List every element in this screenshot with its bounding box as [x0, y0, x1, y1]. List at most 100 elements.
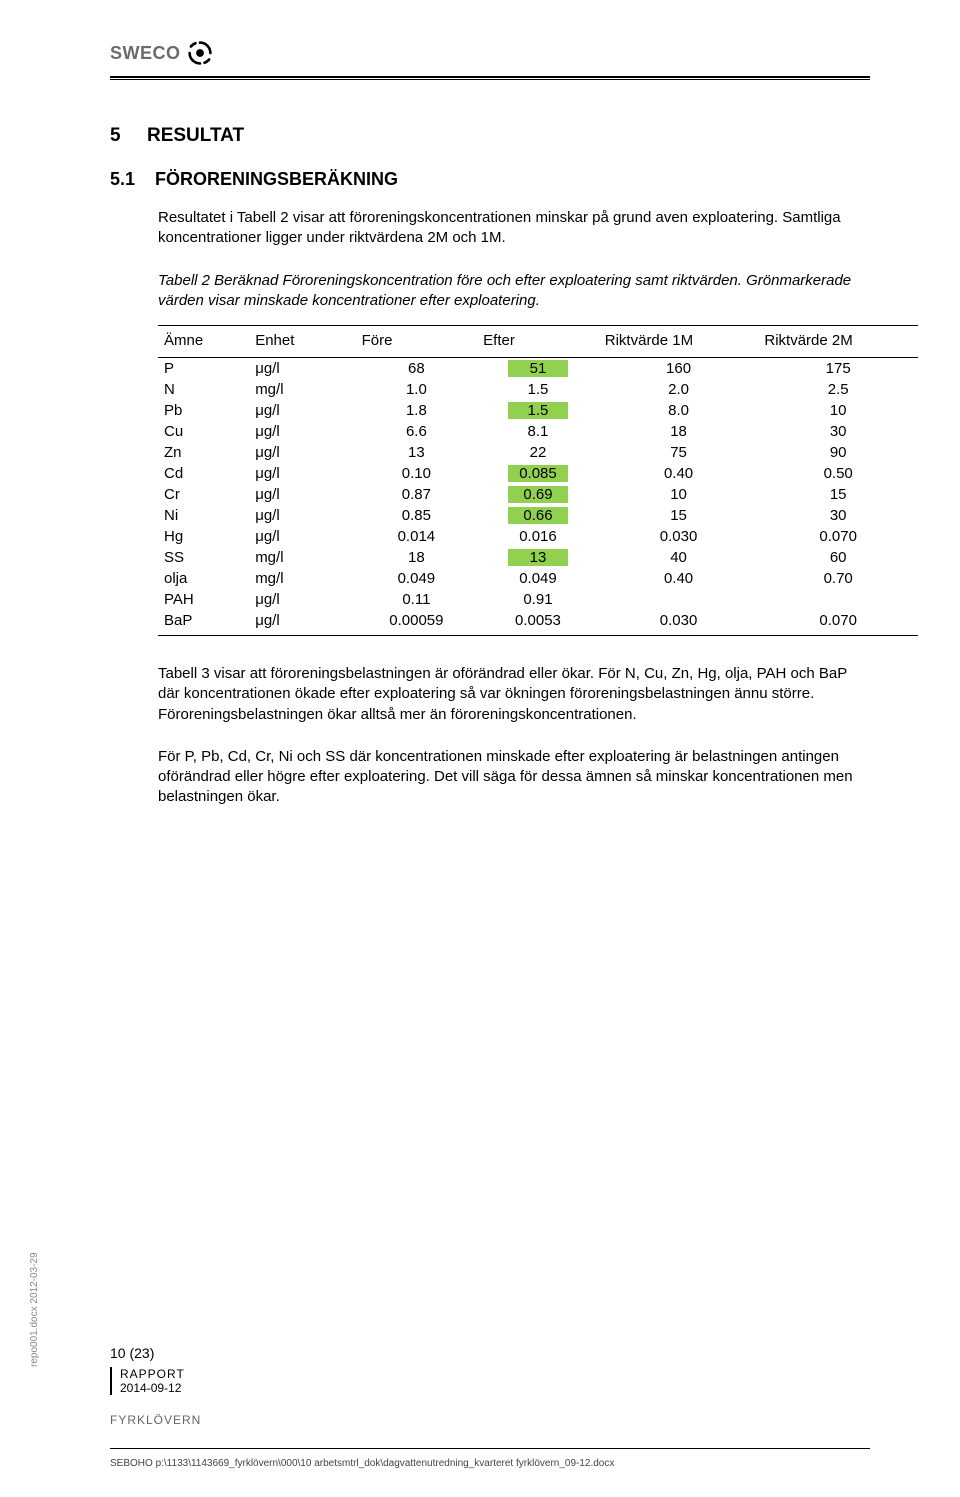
section-number: 5 [110, 125, 121, 146]
sweco-logo-icon [187, 40, 213, 66]
table-cell: 8.0 [599, 400, 759, 421]
logo: SWECO [110, 40, 870, 66]
para-table3-intro: Tabell 3 visar att föroreningsbelastning… [158, 664, 870, 725]
intro-paragraph: Resultatet i Tabell 2 visar att föroreni… [158, 208, 870, 249]
table-cell: 0.40 [599, 568, 759, 589]
table-cell: Cu [158, 421, 249, 442]
table-cell [599, 589, 759, 610]
section-title: RESULTAT [147, 125, 244, 146]
table-row: Cuμg/l6.68.11830 [158, 421, 918, 442]
table-cell: 6.6 [356, 421, 478, 442]
table-header-cell: Före [356, 326, 478, 358]
table-cell: 0.10 [356, 463, 478, 484]
footer: 10 (23) RAPPORT 2014-09-12 FYRKLÖVERN [110, 1345, 201, 1427]
table-cell: μg/l [249, 589, 355, 610]
table-cell: mg/l [249, 379, 355, 400]
table-row: Cdμg/l0.100.0850.400.50 [158, 463, 918, 484]
table-cell: olja [158, 568, 249, 589]
table-cell: 0.070 [758, 526, 918, 547]
header-rule [110, 76, 870, 80]
table-cell: 13 [477, 547, 599, 568]
table-cell: 1.0 [356, 379, 478, 400]
table-cell: 75 [599, 442, 759, 463]
table-cell: 30 [758, 505, 918, 526]
subsection-number: 5.1 [110, 169, 135, 189]
table-cell: 0.049 [477, 568, 599, 589]
table2-caption: Tabell 2 Beräknad Föroreningskoncentrati… [158, 271, 870, 312]
table-cell: Ni [158, 505, 249, 526]
table-cell: 0.070 [758, 610, 918, 636]
table-cell: 18 [356, 547, 478, 568]
table-cell: μg/l [249, 400, 355, 421]
table-cell: 2.5 [758, 379, 918, 400]
table-header-cell: Efter [477, 326, 599, 358]
table-cell: μg/l [249, 526, 355, 547]
para-table3-follow: För P, Pb, Cd, Cr, Ni och SS där koncent… [158, 747, 870, 808]
table-cell: 15 [758, 484, 918, 505]
table-cell: μg/l [249, 358, 355, 380]
table-cell: SS [158, 547, 249, 568]
table-cell: μg/l [249, 442, 355, 463]
table-cell: 0.016 [477, 526, 599, 547]
table-cell: 0.030 [599, 610, 759, 636]
subsection-title: FÖRORENINGSBERÄKNING [155, 169, 398, 189]
table-cell: 0.87 [356, 484, 478, 505]
page-number: 10 (23) [110, 1345, 201, 1361]
table-cell: μg/l [249, 505, 355, 526]
file-path: SEBOHO p:\1133\1143669_fyrklövern\000\10… [110, 1458, 614, 1469]
table-cell: 0.0053 [477, 610, 599, 636]
footer-rule [110, 1448, 870, 1449]
table-cell: 0.00059 [356, 610, 478, 636]
table-cell: 22 [477, 442, 599, 463]
table-cell: 68 [356, 358, 478, 380]
table-header-cell: Riktvärde 2M [758, 326, 918, 358]
table-cell: 1.8 [356, 400, 478, 421]
table-cell: 175 [758, 358, 918, 380]
table-cell: μg/l [249, 463, 355, 484]
table-row: Niμg/l0.850.661530 [158, 505, 918, 526]
table-cell: 0.085 [477, 463, 599, 484]
table-row: Hgμg/l0.0140.0160.0300.070 [158, 526, 918, 547]
table-cell: μg/l [249, 484, 355, 505]
table-cell: N [158, 379, 249, 400]
side-rotated-text: repo001.docx 2012-03-29 [29, 1252, 40, 1367]
table-cell: Hg [158, 526, 249, 547]
table2: ÄmneEnhetFöreEfterRiktvärde 1MRiktvärde … [158, 325, 918, 636]
table-header-cell: Riktvärde 1M [599, 326, 759, 358]
table-row: Nmg/l1.01.52.02.5 [158, 379, 918, 400]
subsection-heading: 5.1 FÖRORENINGSBERÄKNING [110, 169, 870, 190]
table-cell: Zn [158, 442, 249, 463]
table-cell: 15 [599, 505, 759, 526]
table-row: Pμg/l6851160175 [158, 358, 918, 380]
logo-text: SWECO [110, 43, 181, 64]
table-cell: 30 [758, 421, 918, 442]
table-cell: 0.85 [356, 505, 478, 526]
table-cell: 0.11 [356, 589, 478, 610]
table-cell: 0.40 [599, 463, 759, 484]
table-cell: 1.5 [477, 400, 599, 421]
table-cell: 1.5 [477, 379, 599, 400]
table-cell: 13 [356, 442, 478, 463]
table-cell: 10 [599, 484, 759, 505]
table-cell: BaP [158, 610, 249, 636]
table-cell: 0.049 [356, 568, 478, 589]
table-row: BaPμg/l0.000590.00530.0300.070 [158, 610, 918, 636]
table-cell: μg/l [249, 610, 355, 636]
table-cell: 60 [758, 547, 918, 568]
table-cell: 160 [599, 358, 759, 380]
table-cell: PAH [158, 589, 249, 610]
table-cell: P [158, 358, 249, 380]
table-cell: mg/l [249, 547, 355, 568]
table-cell: 0.50 [758, 463, 918, 484]
table-cell: 0.91 [477, 589, 599, 610]
table-header-cell: Enhet [249, 326, 355, 358]
project-name: FYRKLÖVERN [110, 1413, 201, 1427]
table-cell: 0.014 [356, 526, 478, 547]
section-heading: 5 RESULTAT [110, 125, 870, 147]
table-cell: 40 [599, 547, 759, 568]
doc-type: RAPPORT [120, 1367, 201, 1381]
table-row: SSmg/l18134060 [158, 547, 918, 568]
table-cell: Cd [158, 463, 249, 484]
table-cell: 10 [758, 400, 918, 421]
table-header-cell: Ämne [158, 326, 249, 358]
